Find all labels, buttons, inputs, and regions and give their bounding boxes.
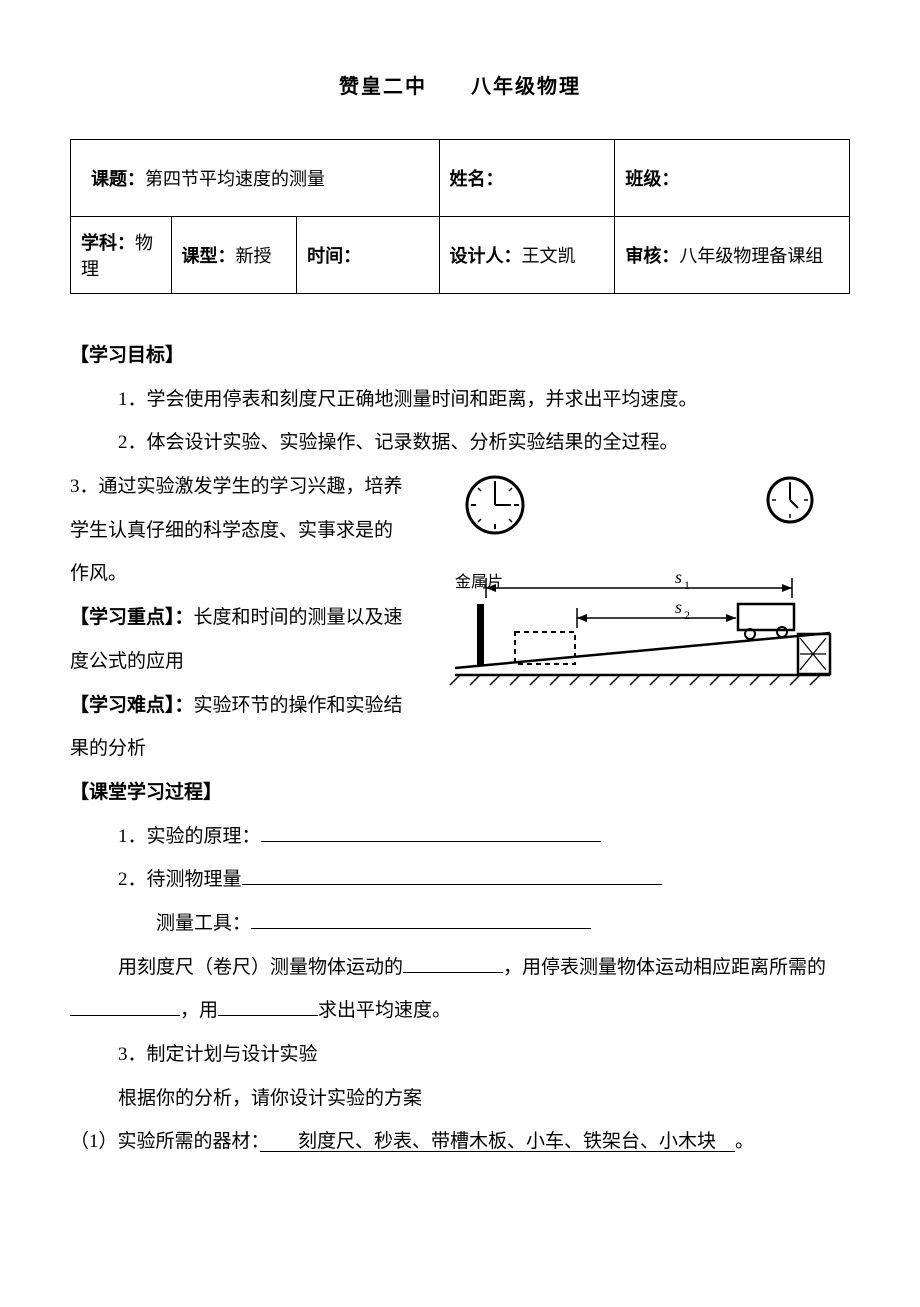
svg-text:2: 2 [684,608,690,622]
cell-type: 课型：新授 [171,217,297,294]
blank-quantity [242,864,662,885]
focus-heading: 【学习重点】： [70,607,194,628]
topic-value: 第四节平均速度的测量 [145,169,325,189]
cell-name: 姓名： [439,140,615,217]
experiment-figure: s 1 s 2 金属片 [420,470,850,690]
cell-subject: 学科：物理 [71,217,172,294]
cell-topic: 课题：第四节平均速度的测量 [71,140,440,217]
para-measure: 用刻度尺（卷尺）测量物体运动的，用停表测量物体运动相应距离所需的，用求出平均速度… [70,946,850,1033]
goals-heading: 【学习目标】 [70,334,850,378]
process-heading: 【课堂学习过程】 [70,771,850,815]
type-label: 课型： [182,246,236,266]
difficulty-line: 【学习难点】：实验环节的操作和实验结果的分析 [70,684,850,771]
document-title: 赞皇二中 八年级物理 [70,70,850,99]
equipment-list: 刻度尺、秒表、带槽木板、小车、铁架台、小木块 [260,1131,735,1152]
item-1: 1．实验的原理： [70,815,850,859]
designer-label: 设计人： [450,246,522,266]
info-table: 课题：第四节平均速度的测量 姓名： 班级： 学科：物理 课型：新授 时间： 设计… [70,139,850,294]
svg-text:1: 1 [684,578,690,592]
diff-heading: 【学习难点】： [70,695,194,716]
blank-a [403,952,503,973]
stopwatch-right-icon [768,478,812,522]
item-3-sub: 根据你的分析，请你设计实验的方案 [70,1077,850,1121]
s1-dimension: s 1 [486,567,792,598]
cell-class: 班级： [615,140,850,217]
blank-c [218,995,318,1016]
item-3: 3．制定计划与设计实验 [70,1033,850,1077]
cell-designer: 设计人：王文凯 [439,217,615,294]
blank-tools [251,908,591,929]
topic-label: 课题： [91,169,145,189]
stopwatch-left-icon [467,477,523,533]
item-4: （1）实验所需的器材： 刻度尺、秒表、带槽木板、小车、铁架台、小木块 。 [70,1120,850,1164]
blank-b [70,995,180,1016]
review-value: 八年级物理备课组 [679,246,823,266]
cell-time: 时间： [297,217,439,294]
cell-review: 审核：八年级物理备课组 [615,217,850,294]
blank-principle [261,821,601,842]
item-2b: 测量工具： [70,902,850,946]
review-label: 审核： [625,246,679,266]
type-value: 新授 [236,246,272,266]
goal-1: 1．学会使用停表和刻度尺正确地测量时间和距离，并求出平均速度。 [70,378,850,422]
cart-icon [738,604,794,639]
time-label: 时间： [307,246,361,266]
subject-label: 学科： [81,233,135,253]
s2-dimension: s 2 [577,597,736,628]
class-label: 班级： [625,169,679,189]
content-body: 【学习目标】 1．学会使用停表和刻度尺正确地测量时间和距离，并求出平均速度。 2… [70,334,850,1164]
designer-value: 王文凯 [522,246,576,266]
svg-text:s: s [675,567,682,587]
metal-label: 金属片 [455,573,503,591]
svg-text:s: s [675,597,682,617]
goal-2: 2．体会设计实验、实验操作、记录数据、分析实验结果的全过程。 [70,421,850,465]
item-2a: 2．待测物理量 [70,858,850,902]
name-label: 姓名： [450,169,504,189]
